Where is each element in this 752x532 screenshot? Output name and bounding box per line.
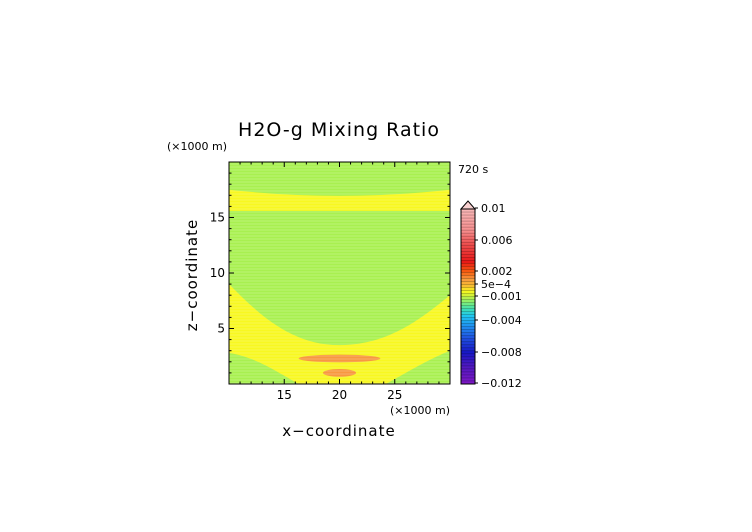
- colorbar-swatch: [461, 332, 475, 337]
- colorbar-swatch: [461, 302, 475, 306]
- colorbar-swatch: [461, 344, 475, 349]
- x-unit-label: (×1000 m): [390, 404, 450, 417]
- colorbar-swatch: [461, 296, 475, 300]
- colorbar-swatch: [461, 353, 475, 358]
- y-tick-label: 5: [217, 322, 225, 336]
- colorbar-swatch: [461, 356, 475, 361]
- colorbar-swatch: [461, 341, 475, 346]
- colorbar-swatch: [461, 215, 475, 219]
- colorbar-swatch: [461, 320, 475, 325]
- colorbar-label: −0.001: [481, 290, 522, 303]
- colorbar-swatch: [461, 347, 475, 352]
- colorbar-label: 0.006: [481, 234, 513, 247]
- colorbar-swatch: [461, 266, 475, 270]
- colorbar-label: 0.01: [481, 202, 506, 215]
- colorbar-swatch: [461, 227, 475, 231]
- colorbar-swatch: [461, 371, 475, 376]
- colorbar-swatch: [461, 350, 475, 355]
- colorbar-swatch: [461, 251, 475, 255]
- colorbar-swatch: [461, 290, 475, 294]
- region-lower-yellow-layer: [229, 284, 450, 384]
- time-label: 720 s: [458, 163, 488, 176]
- colorbar: [459, 200, 477, 385]
- colorbar-swatch: [461, 245, 475, 249]
- colorbar-swatch: [461, 242, 475, 246]
- colorbar-swatch: [461, 221, 475, 225]
- colorbar-swatch: [461, 314, 475, 319]
- colorbar-swatch: [461, 377, 475, 382]
- colorbar-swatch: [461, 278, 475, 282]
- colorbar-swatch: [461, 236, 475, 240]
- colorbar-swatch: [461, 365, 475, 370]
- colorbar-swatch: [461, 323, 475, 328]
- colorbar-swatch: [461, 260, 475, 264]
- colorbar-swatch: [461, 287, 475, 291]
- colorbar-swatch: [461, 374, 475, 379]
- region-upper-yellow-layer: [229, 189, 450, 211]
- colorbar-swatch: [461, 308, 475, 312]
- colorbar-swatch: [461, 263, 475, 267]
- y-unit-label: (×1000 m): [167, 140, 227, 153]
- shading-lines: [229, 163, 450, 384]
- chart-title: H2O-g Mixing Ratio: [238, 119, 440, 141]
- x-tick-label: 25: [387, 388, 402, 402]
- x-axis-label: x−coordinate: [282, 422, 395, 440]
- colorbar-swatch: [461, 380, 475, 385]
- colorbar-swatch: [461, 359, 475, 364]
- y-axis-label: z−coordinate: [183, 219, 201, 331]
- plot-area: [228, 161, 451, 385]
- colorbar-swatch: [461, 257, 475, 261]
- colorbar-swatch: [461, 335, 475, 340]
- colorbar-swatch: [461, 317, 475, 322]
- colorbar-swatch: [461, 311, 475, 316]
- colorbar-swatch: [461, 272, 475, 276]
- colorbar-swatch: [461, 362, 475, 367]
- colorbar-swatch: [461, 233, 475, 237]
- colorbar-swatch: [461, 212, 475, 216]
- colorbar-swatch: [461, 293, 475, 297]
- x-tick-label: 20: [332, 388, 347, 402]
- y-tick-label: 15: [210, 211, 225, 225]
- colorbar-swatch: [461, 284, 475, 288]
- colorbar-swatch: [461, 269, 475, 273]
- colorbar-swatch: [461, 326, 475, 331]
- region-lower-orange-lens: [322, 369, 357, 377]
- colorbar-swatch: [461, 275, 475, 279]
- colorbar-swatch: [461, 254, 475, 258]
- colorbar-swatch: [461, 368, 475, 373]
- colorbar-label: −0.004: [481, 314, 522, 327]
- colorbar-swatch: [461, 338, 475, 343]
- colorbar-swatch: [461, 230, 475, 234]
- colorbar-swatch: [461, 305, 475, 309]
- colorbar-swatch: [461, 209, 475, 213]
- colorbar-label: −0.012: [481, 377, 522, 390]
- colorbar-label: −0.008: [481, 346, 522, 359]
- colorbar-swatch: [461, 329, 475, 334]
- x-axis: 15 20 25: [239, 162, 440, 402]
- colorbar-swatch: [461, 248, 475, 252]
- y-tick-label: 10: [210, 266, 225, 280]
- region-upper-orange-lens: [298, 354, 381, 363]
- colorbar-extend-max: [459, 200, 477, 210]
- colorbar-swatch: [461, 224, 475, 228]
- colorbar-swatch: [461, 299, 475, 303]
- colorbar-swatch: [461, 281, 475, 285]
- colorbar-swatch: [461, 239, 475, 243]
- y-axis: 5 10 15: [210, 172, 450, 374]
- x-tick-label: 15: [277, 388, 292, 402]
- colorbar-label: 0.002: [481, 265, 513, 278]
- colorbar-swatch: [461, 218, 475, 222]
- colorbar-label: 5e−4: [481, 278, 511, 291]
